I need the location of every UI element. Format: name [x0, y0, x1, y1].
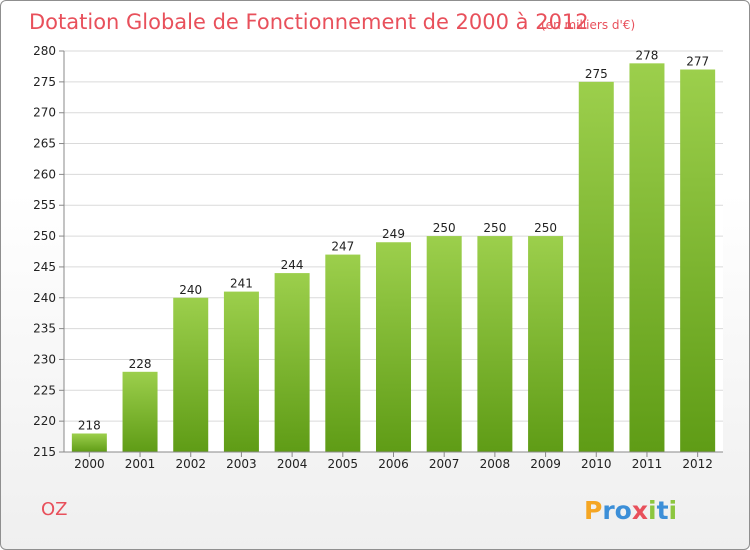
bar-value-label: 218 [78, 418, 101, 432]
bar-value-label: 250 [483, 221, 506, 235]
y-tick-label: 235 [33, 322, 56, 336]
logo-letter: t [657, 496, 669, 525]
x-tick-label: 2012 [682, 457, 713, 471]
logo-letter: i [669, 496, 678, 525]
bar-value-label: 244 [281, 258, 304, 272]
bar [173, 297, 209, 452]
x-tick-label: 2004 [277, 457, 308, 471]
proxiti-logo: Proxiti [584, 496, 677, 525]
bar [71, 433, 107, 452]
bar [629, 63, 665, 452]
bar [426, 236, 462, 452]
logo-letter: i [648, 496, 657, 525]
y-tick-label: 265 [33, 137, 56, 151]
y-tick-label: 260 [33, 167, 56, 181]
y-tick-label: 215 [33, 445, 56, 459]
logo-letter: P [584, 496, 602, 525]
y-tick-label: 240 [33, 291, 56, 305]
bar-value-label: 250 [433, 221, 456, 235]
bar-value-label: 275 [585, 67, 608, 81]
y-tick-label: 225 [33, 383, 56, 397]
bar-value-label: 240 [179, 283, 202, 297]
axes: 2152202252302352402452502552602652702752… [33, 44, 723, 471]
bar-value-label: 228 [129, 357, 152, 371]
bar [578, 81, 614, 452]
bar [274, 273, 310, 452]
x-tick-label: 2002 [175, 457, 206, 471]
bar-value-label: 249 [382, 227, 405, 241]
y-tick-label: 280 [33, 44, 56, 58]
x-tick-label: 2010 [581, 457, 612, 471]
bar-value-label: 278 [636, 48, 659, 62]
y-tick-label: 275 [33, 75, 56, 89]
x-tick-label: 2007 [429, 457, 460, 471]
bar [122, 371, 158, 452]
bar-value-label: 241 [230, 277, 253, 291]
chart-title: Dotation Globale de Fonctionnement de 20… [29, 10, 589, 34]
x-tick-label: 2006 [378, 457, 409, 471]
x-tick-label: 2005 [328, 457, 359, 471]
bar [223, 291, 259, 452]
y-tick-label: 230 [33, 352, 56, 366]
logo-letter: r [602, 496, 615, 525]
x-tick-label: 2011 [632, 457, 663, 471]
bars: 218 228 240 241 244 247 249 250 250 250 275 278 277 [71, 48, 716, 452]
y-tick-label: 270 [33, 106, 56, 120]
x-tick-label: 2001 [125, 457, 156, 471]
bar-value-label: 277 [686, 55, 709, 69]
commune-name: OZ [41, 499, 68, 520]
chart-unit: (en milliers d'€) [541, 18, 635, 32]
bar [680, 69, 716, 452]
logo-letter: o [615, 496, 632, 525]
bar-value-label: 247 [331, 240, 354, 254]
logo-letter: x [632, 496, 648, 525]
bar [325, 254, 361, 452]
bar [376, 242, 411, 452]
y-tick-label: 245 [33, 260, 56, 274]
x-tick-label: 2009 [530, 457, 561, 471]
bar [477, 236, 513, 452]
y-tick-label: 250 [33, 229, 56, 243]
x-tick-label: 2003 [226, 457, 257, 471]
y-tick-label: 255 [33, 198, 56, 212]
x-tick-label: 2008 [480, 457, 511, 471]
bar-value-label: 250 [534, 221, 557, 235]
y-tick-label: 220 [33, 414, 56, 428]
x-tick-label: 2000 [74, 457, 105, 471]
bar [528, 236, 564, 452]
